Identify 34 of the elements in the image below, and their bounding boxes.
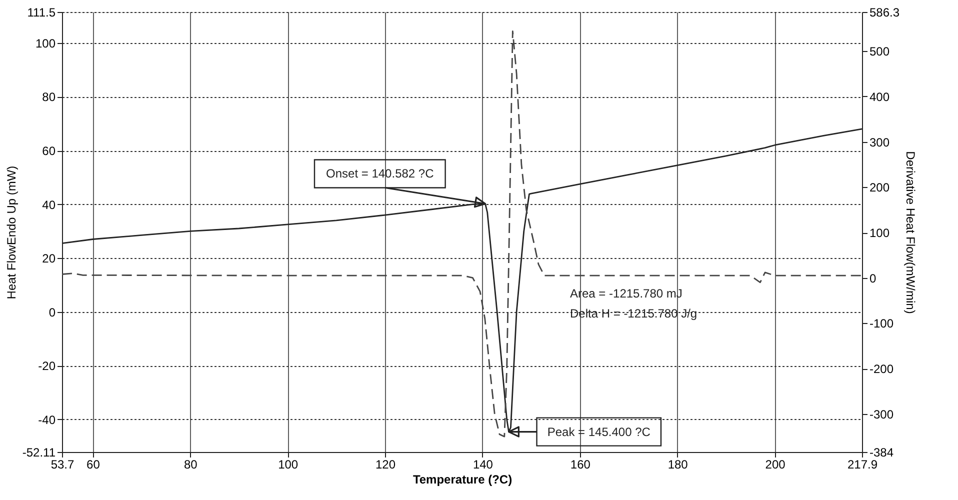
y2-tick-label: 586.3 (870, 6, 900, 20)
x-tick-label: 160 (570, 458, 591, 472)
y2-tick-label: 400 (870, 90, 890, 104)
y2-tick-label: -200 (870, 362, 894, 376)
x-tick-label: 120 (376, 458, 396, 472)
y2-axis-title: Derivative Heat Flow(mW/min) (904, 151, 918, 314)
x-tick-label: 217.9 (847, 458, 878, 472)
y-tick-label: 20 (42, 252, 56, 266)
y2-tick-label: -384 (870, 446, 894, 460)
y2-tick-label: 200 (870, 180, 890, 195)
y2-tick-label: -100 (870, 316, 894, 331)
x-tick-label: 200 (765, 458, 786, 472)
y-tick-label: 111.5 (27, 6, 56, 20)
y-tick-label: -52.11 (22, 446, 56, 460)
x-tick-label: 60 (86, 458, 100, 472)
y-axis-title: Heat FlowEndo Up (mW) (4, 166, 18, 300)
y-tick-label: -40 (38, 412, 56, 427)
y2-tick-label: 300 (870, 135, 890, 150)
y-tick-label: 60 (42, 144, 56, 158)
y-tick-label: 0 (48, 305, 56, 320)
y-tick-label: 80 (42, 90, 56, 104)
x-axis-title: Temperature (?C) (412, 472, 512, 486)
y2-tick-label: 100 (870, 226, 890, 240)
y2-tick-label: 0 (870, 271, 876, 286)
x-tick-label: 100 (278, 458, 298, 472)
x-tick-label: 80 (184, 458, 198, 472)
y-tick-label: 40 (42, 198, 56, 212)
x-tick-label: 53.7 (50, 458, 74, 472)
y-tick-label: 100 (35, 36, 56, 50)
y-tick-label: -20 (38, 359, 56, 374)
y2-tick-label: -300 (870, 407, 894, 422)
y2-tick-label: 500 (870, 44, 890, 59)
x-tick-label: 140 (472, 458, 494, 472)
x-tick-label: 180 (668, 458, 688, 472)
